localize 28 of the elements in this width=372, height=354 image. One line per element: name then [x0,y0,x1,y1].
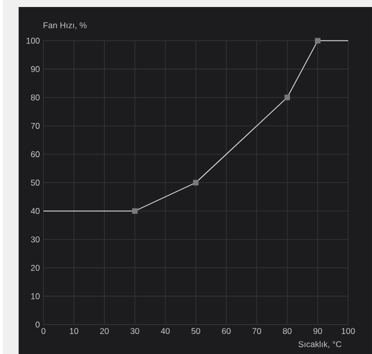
x-tick-label: 30 [130,328,140,334]
x-tick-label: 70 [252,328,262,334]
y-tick-label: 20 [31,264,40,271]
x-tick-label: 50 [191,328,200,334]
x-tick-label: 20 [100,328,109,334]
y-tick-label: 10 [31,293,40,299]
y-tick-label: 90 [30,66,40,72]
x-tick-label: 100 [342,328,355,334]
y-tick-label: 60 [31,151,40,158]
x-tick-label: 0 [41,328,46,334]
y-tick-label: 30 [30,236,40,242]
x-tick-label: 10 [70,328,78,334]
y-tick-label: 70 [31,122,40,129]
point [193,180,199,186]
y-axis-title: Fan Hızı, % [44,22,87,30]
point [132,208,138,214]
x-tick-label: 40 [160,328,170,334]
y-tick-label: 0 [36,321,40,328]
y-tick-label: 80 [30,94,40,100]
point [314,38,320,44]
y-tick-label: 50 [30,179,40,186]
y-tick-label: 100 [26,38,40,44]
y-tick-label: 40 [30,208,40,214]
x-axis-title: Sıcaklık, °C [298,340,342,348]
x-tick-label: 90 [313,328,322,334]
x-tick-label: 80 [282,328,292,334]
point [284,94,290,100]
x-tick-label: 60 [222,328,231,334]
